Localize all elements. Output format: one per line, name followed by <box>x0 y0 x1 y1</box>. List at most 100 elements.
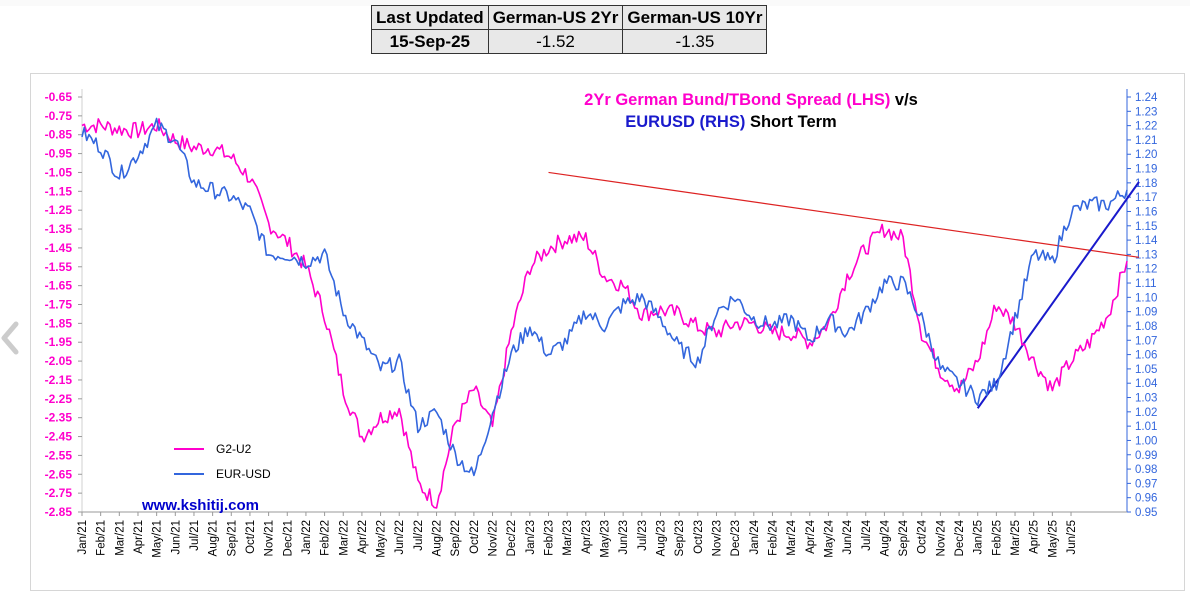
x-tick-label: Apr/21 <box>133 520 145 554</box>
right-tick-label: 1.05 <box>1135 364 1157 376</box>
x-tick-label: Oct/24 <box>917 519 929 553</box>
right-tick-label: 1.02 <box>1135 407 1157 419</box>
x-tick-label: Jun/22 <box>394 520 406 555</box>
german-us-2yr-value: -1.52 <box>487 29 624 54</box>
chart-title-line2: EURUSD (RHS) Short Term <box>625 113 836 131</box>
left-tick-label: -2.45 <box>45 430 73 444</box>
right-tick-label: 1.08 <box>1135 321 1157 333</box>
right-tick-label: 1.04 <box>1135 378 1158 390</box>
table-header-cell: German-US 10Yr <box>622 5 768 30</box>
x-tick-label: Aug/23 <box>655 520 667 556</box>
x-tick-label: Nov/24 <box>935 519 947 556</box>
left-tick-label: -1.25 <box>45 203 73 217</box>
x-tick-label: Sep/21 <box>226 520 238 556</box>
left-tick-label: -0.85 <box>45 128 73 142</box>
right-tick-label: 1.21 <box>1135 135 1157 147</box>
x-tick-label: Dec/23 <box>730 520 742 556</box>
left-tick-label: -2.75 <box>45 486 73 500</box>
right-tick-label: 1.24 <box>1135 92 1158 104</box>
x-tick-label: Jan/21 <box>77 520 89 555</box>
right-tick-label: 1.20 <box>1135 149 1157 161</box>
left-tick-label: -2.65 <box>45 467 73 481</box>
left-tick-label: -2.05 <box>45 354 73 368</box>
right-tick-label: 0.95 <box>1135 507 1157 519</box>
x-tick-label: May/22 <box>376 520 388 558</box>
title-black-part: Short Term <box>750 113 837 131</box>
trendline <box>548 171 1140 258</box>
right-tick-label: 1.11 <box>1135 278 1157 290</box>
top-strip <box>0 0 1190 6</box>
left-tick-label: -1.65 <box>45 279 73 293</box>
x-tick-label: Jun/23 <box>618 520 630 555</box>
x-tick-label: Jan/25 <box>973 520 985 555</box>
x-tick-label: Feb/23 <box>544 520 556 556</box>
right-tick-label: 1.12 <box>1135 264 1157 276</box>
right-tick-label: 1.06 <box>1135 350 1157 362</box>
x-tick-label: Feb/25 <box>991 520 1003 556</box>
title-black-part: v/s <box>895 91 918 109</box>
x-tick-label: Jun/25 <box>1066 520 1078 555</box>
left-tick-label: -1.95 <box>45 335 73 349</box>
x-tick-label: Mar/23 <box>562 520 574 556</box>
title-magenta-part: 2Yr German Bund/TBond Spread (LHS) <box>584 91 895 109</box>
x-tick-label: Jan/23 <box>525 520 537 555</box>
x-tick-label: Jul/24 <box>861 519 873 550</box>
right-tick-label: 1.09 <box>1135 307 1157 319</box>
x-tick-label: Mar/25 <box>1010 520 1022 556</box>
right-tick-label: 1.10 <box>1135 292 1157 304</box>
right-tick-label: 1.03 <box>1135 393 1157 405</box>
x-tick-label: Apr/24 <box>805 519 817 553</box>
table-header-cell: Last Updated <box>371 5 489 30</box>
series-line-eur-usd <box>81 117 1128 477</box>
chart-title-line1: 2Yr German Bund/TBond Spread (LHS) v/s <box>584 91 918 109</box>
right-tick-label: 1.16 <box>1135 206 1157 218</box>
yield-spread-table: Last Updated German-US 2Yr German-US 10Y… <box>371 5 768 54</box>
left-tick-label: -1.45 <box>45 241 73 255</box>
title-blue-part: EURUSD (RHS) <box>625 113 750 131</box>
right-tick-label: 1.07 <box>1135 335 1157 347</box>
x-tick-label: May/25 <box>1047 520 1059 558</box>
x-tick-label: Jul/21 <box>189 520 201 551</box>
x-tick-label: Nov/21 <box>264 520 276 556</box>
x-tick-label: Oct/22 <box>469 520 481 554</box>
chart-frame: -0.65 -0.75 -0.85 -0.95 -1.05 -1.15 -1.25 -1.35… <box>30 73 1185 591</box>
x-tick-label: Oct/21 <box>245 520 257 554</box>
left-tick-label: -1.05 <box>45 165 73 179</box>
right-tick-label: 1.17 <box>1135 192 1157 204</box>
right-tick-label: 1.01 <box>1135 421 1157 433</box>
x-tick-label: Mar/22 <box>338 520 350 556</box>
left-tick-label: -0.65 <box>45 90 73 104</box>
left-tick-label: -2.15 <box>45 373 73 387</box>
series-line-g2-u2 <box>81 118 1128 509</box>
table-header-row: Last Updated German-US 2Yr German-US 10Y… <box>371 5 768 30</box>
x-tick-label: Jan/22 <box>301 520 313 555</box>
x-tick-label: Mar/24 <box>786 519 798 555</box>
x-tick-label: Aug/24 <box>879 519 891 556</box>
x-tick-label: May/23 <box>600 520 612 558</box>
x-tick-label: Apr/25 <box>1029 520 1041 554</box>
left-tick-label: -0.75 <box>45 109 73 123</box>
x-tick-label: Feb/24 <box>767 519 779 555</box>
x-tick-label: Aug/22 <box>432 520 444 556</box>
table-header-cell: German-US 2Yr <box>487 5 624 30</box>
right-tick-label: 1.00 <box>1135 435 1157 447</box>
x-tick-label: Mar/21 <box>114 520 126 556</box>
x-tick-label: Jun/21 <box>170 520 182 555</box>
legend-label: G2-U2 <box>216 442 252 456</box>
right-tick-label: 1.23 <box>1135 106 1157 118</box>
x-tick-label: Jan/24 <box>749 519 761 554</box>
left-tick-label: -0.95 <box>45 147 73 161</box>
x-tick-label: Nov/23 <box>711 520 723 556</box>
x-tick-label: Dec/22 <box>506 520 518 556</box>
last-updated-date: 15-Sep-25 <box>371 29 489 54</box>
trendline <box>976 181 1140 409</box>
x-tick-label: Dec/21 <box>282 520 294 556</box>
left-tick-label: -1.75 <box>45 298 73 312</box>
x-tick-label: Jul/22 <box>413 520 425 551</box>
x-tick-label: Nov/22 <box>488 520 500 556</box>
chevron-left-icon[interactable] <box>0 318 22 358</box>
left-tick-label: -2.25 <box>45 392 73 406</box>
left-tick-label: -1.85 <box>45 316 73 330</box>
x-tick-label: Oct/23 <box>693 520 705 554</box>
left-tick-label: -2.35 <box>45 411 73 425</box>
